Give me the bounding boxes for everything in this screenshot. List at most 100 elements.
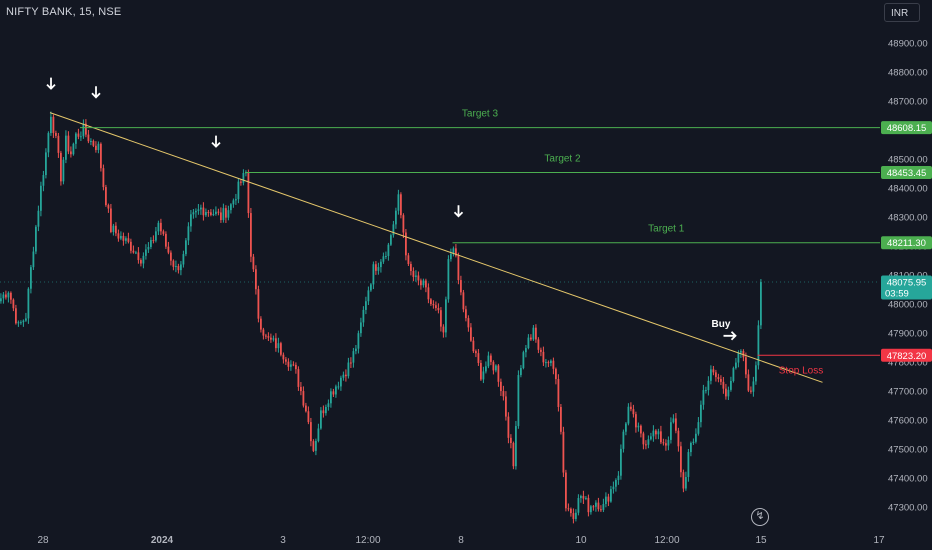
candle-body [537,339,540,350]
candle-body [370,284,372,291]
candle-body [232,200,235,205]
candle-body [467,318,470,328]
candle-body [205,212,207,216]
candle-body [717,377,720,380]
candle-body [510,437,512,444]
candle-body [482,371,485,380]
candle-body [495,365,497,371]
down-arrow-icon [46,77,56,90]
candle-body [10,292,12,300]
candle-body [342,374,345,378]
candle-body [640,425,642,434]
candle-body [455,248,457,256]
y-tick-label: 47400.00 [888,474,928,485]
candle-body [142,255,145,264]
candle-body [497,365,500,382]
candle-body [200,207,202,210]
candle-body [427,287,430,300]
candle-body [587,497,590,513]
candle-body [460,280,462,293]
candle-body [605,496,607,505]
candle-body [387,244,390,257]
candle-body [422,280,425,286]
target-price-tag: 48453.45 [887,168,927,179]
candle-body [622,431,625,449]
candle-body [327,403,330,407]
candle-body [727,389,730,397]
candle-body [285,359,287,362]
candle-body [90,140,92,142]
x-tick-label: 8 [458,535,464,546]
candle-body [45,152,47,176]
candle-body [32,251,35,268]
candle-body [565,472,567,509]
candle-body [130,241,132,251]
candle-body [665,443,667,446]
candle-body [597,502,600,510]
candle-body [195,210,197,213]
candle-body [137,252,140,261]
candle-body [582,495,585,499]
candle-body [62,159,65,182]
candle-body [275,338,277,349]
candle-body [17,322,20,324]
candle-body [240,181,242,183]
candle-body [647,439,650,445]
candle-body [5,294,7,298]
candle-body [92,140,95,146]
candle-body [242,172,245,183]
candle-body [655,430,657,435]
y-tick-label: 47600.00 [888,416,928,427]
candle-body [657,431,660,435]
candle-body [290,364,292,367]
candle-body [250,213,252,257]
candle-body [132,250,135,253]
candle-body [222,208,225,221]
candle-body [485,366,487,372]
candle-body [155,231,157,241]
candle-body [490,355,492,362]
candle-body [672,418,675,423]
candle-body [575,512,577,519]
candle-body [382,256,385,262]
down-arrow-icon [211,135,221,148]
candle-body [440,310,442,327]
candle-body [627,406,630,424]
candle-body [352,351,355,363]
candle-body [282,354,285,360]
candle-body [355,348,357,352]
candle-body [265,335,267,337]
candle-body [420,280,422,286]
candle-body [375,264,377,271]
candle-body [347,362,350,377]
candle-body [547,362,550,364]
candle-body [75,133,77,144]
candle-body [365,301,367,310]
candle-body [667,439,670,446]
currency-button[interactable]: INR [884,3,920,22]
candle-body [645,444,647,446]
y-tick-label: 48400.00 [888,184,928,195]
candle-body [475,351,477,354]
candle-body [35,226,37,252]
lightning-replay-icon[interactable]: ↯ [751,508,769,526]
candle-body [650,436,652,440]
candle-body [97,143,100,150]
candle-body [602,504,605,510]
candle-body [532,327,535,340]
candle-body [527,337,530,349]
candle-body [722,381,725,389]
candle-body [390,235,392,245]
candle-body [322,410,325,414]
candle-body [157,222,160,232]
candle-body [260,318,262,330]
candle-body [212,214,215,216]
candle-body [617,475,620,481]
candle-body [715,372,717,378]
x-tick-label: 12:00 [355,535,380,546]
candle-body [610,489,612,502]
candle-body [445,299,447,333]
candle-body [112,225,115,233]
candle-body [600,509,602,511]
